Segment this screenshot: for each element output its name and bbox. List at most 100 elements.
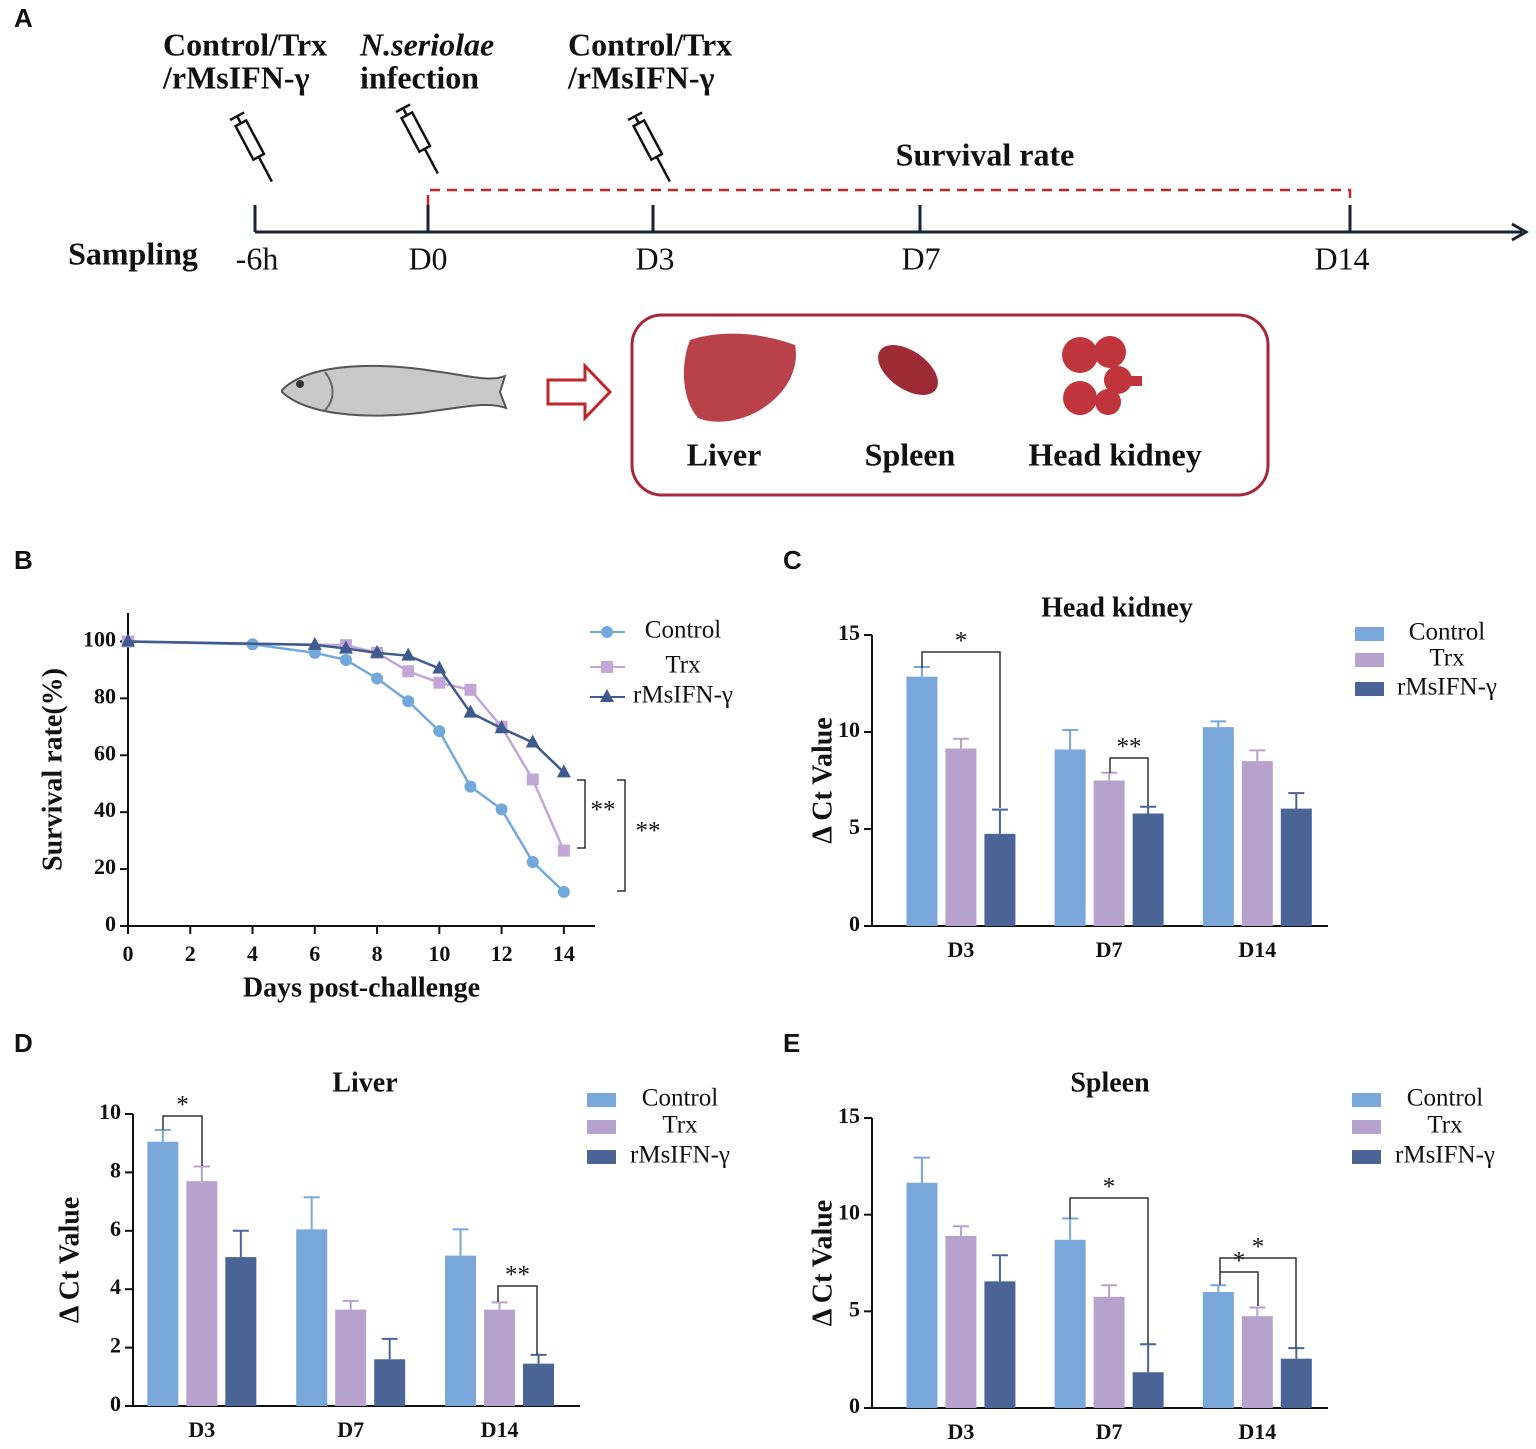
x-tick-label: 0 [123,941,134,966]
bar [1202,1292,1234,1408]
significance-bracket [1109,757,1149,806]
marker [556,764,571,778]
x-tick-label: D3 [188,1417,215,1442]
legend-swatch [587,1150,616,1164]
x-tick-label: D14 [1238,937,1276,962]
x-tick-label: D3 [947,937,974,962]
panel-label: E [783,1028,800,1058]
timepoint: D14 [1314,240,1369,276]
organ-label: Liver [687,436,762,472]
bar [484,1309,516,1406]
y-tick-label: 10 [838,1200,860,1225]
error-bar [952,737,969,749]
marker [402,665,415,678]
marker [433,676,446,689]
bar [1241,1316,1273,1408]
bar [186,1181,218,1406]
bar [1202,727,1234,926]
x-tick-label: 12 [491,941,513,966]
bar [906,1182,938,1408]
organ-box [630,313,1270,497]
y-tick-label: 5 [849,814,860,839]
panel-label: B [14,545,33,575]
x-tick-label: D3 [947,1419,974,1444]
significance-label: ** [636,818,661,845]
bar [1054,1239,1086,1408]
error-bar [1101,1284,1118,1297]
legend-label: Trx [1427,1112,1463,1139]
organ-label: Spleen [865,436,956,472]
marker [432,660,447,674]
x-tick-label: D7 [1096,937,1123,962]
bar [147,1141,179,1406]
y-axis-label: Δ Ct Value [807,717,838,843]
x-axis-label: Days post-challenge [243,972,480,1003]
significance-label: ** [505,1262,530,1289]
error-bar [491,1301,508,1310]
significance-bracket [617,779,626,892]
fish [281,364,508,417]
y-tick-label: 15 [838,620,860,645]
marker [433,725,446,738]
legend-label: Trx [1429,645,1465,672]
y-tick-label: 0 [849,1393,860,1418]
error-bar [1062,729,1079,750]
significance-label: ** [591,797,616,824]
error-bar [913,1156,930,1183]
bar [984,833,1016,926]
significance-label: ** [1117,734,1142,761]
timepoint: D0 [408,240,447,276]
liver-icon [683,333,796,422]
bar [1280,1358,1312,1408]
marker [307,636,322,650]
y-tick-label: 15 [838,1103,860,1128]
error-bar [913,666,930,677]
y-tick-label: 0 [849,911,860,936]
legend-swatch [1355,682,1384,696]
injection-label: infection [360,59,479,95]
marker [557,844,570,857]
error-bar [1101,771,1118,781]
error-bar [530,1353,547,1364]
survival-bracket [426,188,1352,205]
error-bar [991,808,1008,834]
y-tick-label: 40 [94,797,116,822]
legend-label: Trx [662,1112,698,1139]
series-line [127,640,566,852]
marker [121,633,135,647]
marker [371,672,384,685]
significance-bracket [577,779,586,849]
y-tick-label: 10 [838,717,860,742]
bar [523,1363,555,1406]
error-bar [1140,1343,1157,1373]
bar [1132,813,1164,926]
marker [526,855,539,868]
legend-marker [601,661,613,673]
legend-swatch [1352,1120,1381,1134]
sampling-label: Sampling [68,235,198,271]
x-tick-label: 8 [372,941,383,966]
x-tick-label: D14 [1238,1419,1276,1444]
error-bar [1140,805,1157,814]
significance-bracket [1219,1257,1297,1348]
y-tick-label: 80 [94,683,116,708]
legend-swatch [1355,627,1384,641]
x-tick-label: 10 [428,941,450,966]
marker [557,885,570,898]
survival-label: Survival rate [896,136,1075,172]
arrow [546,362,613,422]
error-bar [1210,720,1227,728]
legend-label: Control [1409,619,1485,646]
marker [464,683,477,696]
panel-label: A [14,3,33,33]
x-tick-label: 4 [247,941,258,966]
y-tick-label: 0 [110,1391,121,1416]
marker [495,803,508,816]
bar [984,1281,1016,1408]
error-bar [1249,1306,1266,1317]
bar [945,748,977,926]
marker [464,780,477,793]
timepoint: D7 [901,240,940,276]
error-bar [1210,1284,1227,1292]
marker [525,734,540,748]
